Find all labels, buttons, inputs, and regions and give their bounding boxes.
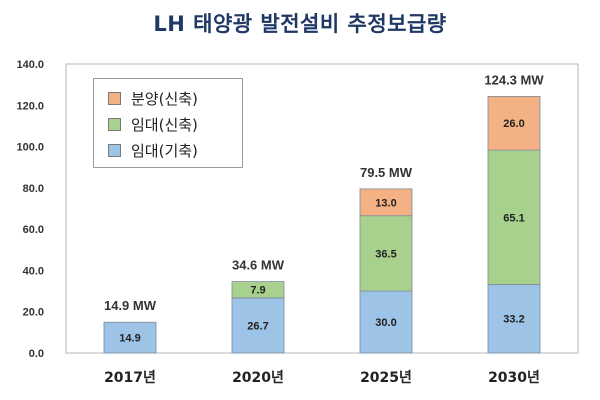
y-tick-label: 60.0 <box>23 224 44 236</box>
bar-segment <box>231 281 285 299</box>
x-tick-label: 2030년 <box>488 370 540 386</box>
y-tick-label: 0.0 <box>29 348 44 360</box>
bar-segment <box>359 188 413 217</box>
bar-segment <box>487 284 541 354</box>
total-value-label: 79.5 MW <box>360 165 413 180</box>
bar-segment <box>359 290 413 354</box>
total-value-label: 124.3 MW <box>484 72 544 87</box>
legend-item-imdae-gichuk: 임대(기축) <box>108 137 242 163</box>
legend-label-imdae-gichuk: 임대(기축) <box>131 141 198 160</box>
legend-swatch-imdae-gichuk <box>108 143 121 157</box>
y-tick-label: 20.0 <box>23 307 44 319</box>
segment-value-label: 26.7 <box>247 320 268 332</box>
segment-value-label: 65.1 <box>503 212 524 224</box>
bar-segment <box>487 149 541 285</box>
bar-segment <box>231 297 285 354</box>
data-labels: 14.9 14.9 MW 26.7 7.9 34.6 MW 30.0 36.5 13.0 79.… <box>104 72 544 344</box>
x-tick-label: 2025년 <box>360 370 412 386</box>
legend-item-bunyang-sinchuk: 분양(신축) <box>108 85 242 111</box>
segment-value-label: 36.5 <box>375 248 396 260</box>
segment-value-label: 33.2 <box>503 314 524 326</box>
y-tick-label: 80.0 <box>23 183 44 195</box>
legend-item-imdae-sinchuk: 임대(신축) <box>108 111 242 137</box>
bar-segment <box>103 321 157 354</box>
x-tick-label: 2017년 <box>104 370 156 386</box>
segment-value-label: 13.0 <box>375 197 396 209</box>
chart-title: LH 태양광 발전설비 추정보급량 <box>153 12 447 36</box>
y-tick-label: 40.0 <box>23 265 44 277</box>
legend-swatch-bunyang-sinchuk <box>108 91 121 105</box>
legend-label-bunyang-sinchuk: 분양(신축) <box>131 89 198 108</box>
y-tick-label: 120.0 <box>16 100 44 112</box>
plot-area-border <box>65 63 579 354</box>
segment-value-label: 30.0 <box>375 317 396 329</box>
axes: 0.0 20.0 40.0 60.0 80.0 100.0 120.0 140.0 2017년 2… <box>16 59 579 386</box>
y-tick-label: 140.0 <box>16 59 44 71</box>
bar-segment <box>359 215 413 292</box>
segment-value-label: 7.9 <box>250 285 265 297</box>
legend: 분양(신축) 임대(신축) 임대(기축) <box>93 78 243 168</box>
total-value-label: 34.6 MW <box>232 258 285 273</box>
bar-segment <box>487 96 541 151</box>
total-value-label: 14.9 MW <box>104 298 157 313</box>
segment-value-label: 14.9 <box>119 333 140 345</box>
legend-label-imdae-sinchuk: 임대(신축) <box>131 115 198 134</box>
y-tick-label: 100.0 <box>16 142 44 154</box>
bars <box>103 96 541 354</box>
segment-value-label: 26.0 <box>503 118 524 130</box>
legend-swatch-imdae-sinchuk <box>108 117 121 131</box>
x-tick-label: 2020년 <box>232 370 284 386</box>
